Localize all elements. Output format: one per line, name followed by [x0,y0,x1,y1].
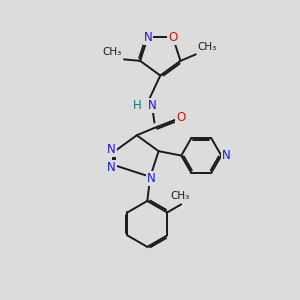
Text: N: N [147,172,156,185]
Text: N: N [148,99,156,112]
Text: N: N [107,161,116,174]
Text: N: N [143,31,152,44]
Text: CH₃: CH₃ [198,42,217,52]
Text: CH₃: CH₃ [170,191,189,201]
Text: N: N [107,143,116,156]
Text: CH₃: CH₃ [103,47,122,57]
Text: O: O [168,31,177,44]
Text: N: N [222,149,231,162]
Text: O: O [176,111,185,124]
Text: H: H [133,99,142,112]
